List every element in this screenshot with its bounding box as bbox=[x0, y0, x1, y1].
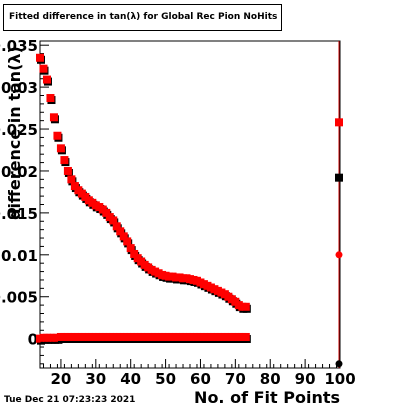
overflow-marker bbox=[335, 118, 343, 127]
chart-title-box: Fitted difference in tan(λ) for Global R… bbox=[3, 4, 282, 31]
chart-title: Fitted difference in tan(λ) for Global R… bbox=[9, 12, 278, 22]
upper-series-point bbox=[126, 244, 135, 253]
upper-series-point bbox=[102, 208, 111, 217]
overflow-markers bbox=[335, 41, 343, 368]
upper-series-point bbox=[67, 175, 76, 184]
upper-series-point bbox=[241, 302, 250, 311]
x-tick-label: 100 bbox=[324, 370, 355, 388]
upper-series-point bbox=[36, 53, 44, 62]
y-tick-label: 0 bbox=[28, 331, 38, 349]
x-tick-label: 60 bbox=[190, 370, 211, 388]
x-axis-label: No. of Fit Points bbox=[194, 388, 340, 407]
chart-axes: 20 30 40 50 60 70 80 90 100 0 0.005 0.01 0.015 0.02 0.… bbox=[0, 37, 356, 388]
y-tick-label: 0.005 bbox=[0, 289, 38, 307]
x-tick-label: 80 bbox=[260, 370, 281, 388]
x-tick-label: 20 bbox=[50, 370, 71, 388]
y-axis-label: difference in tan(λ) bbox=[5, 46, 24, 220]
upper-series-point bbox=[112, 222, 121, 231]
upper-series-point bbox=[109, 216, 118, 225]
upper-series-point bbox=[123, 237, 132, 246]
y-tick-label: 0.03 bbox=[1, 79, 38, 97]
y-tick-label: 0.035 bbox=[0, 37, 38, 55]
upper-series-point bbox=[119, 232, 128, 241]
upper-series-point bbox=[46, 94, 55, 103]
chart-marks bbox=[36, 53, 251, 345]
y-tick-label: 0.015 bbox=[0, 205, 38, 223]
y-tick-label: 0.01 bbox=[1, 247, 38, 265]
upper-series-point bbox=[53, 131, 62, 140]
y-tick-label: 0.02 bbox=[1, 163, 38, 181]
plot-frame bbox=[39, 40, 341, 369]
overflow-marker bbox=[335, 360, 343, 368]
overflow-marker bbox=[335, 251, 343, 259]
x-tick-label: 30 bbox=[85, 370, 106, 388]
upper-series-point bbox=[42, 75, 51, 84]
x-tick-label: 50 bbox=[155, 370, 176, 388]
y-tick-label: 0.025 bbox=[0, 121, 38, 139]
x-tick-label: 40 bbox=[120, 370, 141, 388]
upper-series-point bbox=[130, 249, 139, 258]
upper-series-point bbox=[39, 64, 48, 73]
overflow-marker bbox=[335, 173, 343, 182]
lower-series-point bbox=[241, 332, 250, 341]
upper-series-point bbox=[70, 182, 79, 191]
upper-series-point bbox=[116, 227, 125, 236]
upper-series-point bbox=[60, 156, 69, 165]
upper-series-point bbox=[49, 113, 58, 122]
x-tick-label: 70 bbox=[225, 370, 246, 388]
timestamp: Tue Dec 21 07:23:23 2021 bbox=[4, 395, 136, 405]
upper-series-point bbox=[63, 166, 72, 175]
x-tick-label: 90 bbox=[295, 370, 316, 388]
upper-series-point bbox=[56, 144, 65, 153]
